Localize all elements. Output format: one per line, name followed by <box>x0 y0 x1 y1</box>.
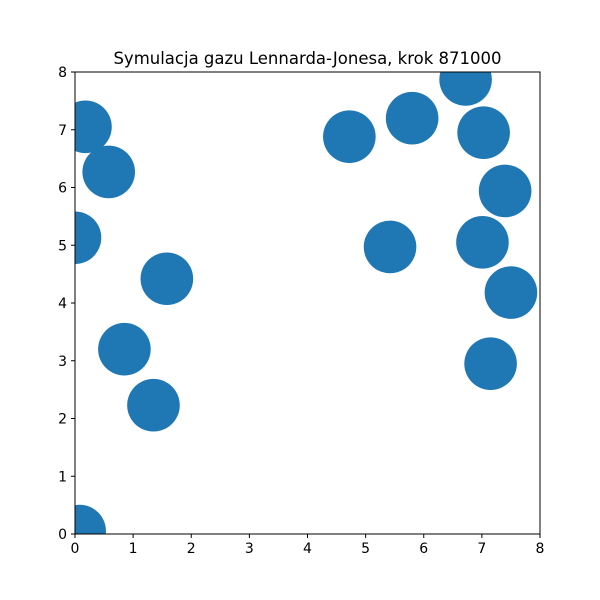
y-tick-label: 1 <box>58 469 67 485</box>
x-tick-label: 4 <box>303 541 312 557</box>
x-tick-label: 6 <box>419 541 428 557</box>
chart-title: Symulacja gazu Lennarda-Jonesa, krok 871… <box>113 49 501 68</box>
y-tick-label: 6 <box>58 181 67 197</box>
particle-point-10 <box>457 106 510 159</box>
particle-point-8 <box>385 91 439 145</box>
y-tick-label: 4 <box>58 296 67 312</box>
particle-point-2 <box>82 145 136 199</box>
particle-point-3 <box>98 322 151 376</box>
y-tick-label: 7 <box>58 123 67 139</box>
y-tick-label: 5 <box>58 238 67 254</box>
particle-point-5 <box>140 252 194 306</box>
x-tick-label: 1 <box>129 541 138 557</box>
x-tick-label: 8 <box>536 541 545 557</box>
y-tick-label: 8 <box>58 65 67 81</box>
y-tick-label: 0 <box>58 527 67 543</box>
plot-frame <box>74 71 541 535</box>
points-layer <box>75 72 538 534</box>
particle-point-0 <box>75 211 102 265</box>
x-tick-label: 5 <box>361 541 370 557</box>
particle-point-7 <box>323 110 376 163</box>
particle-point-4 <box>127 378 180 432</box>
y-tick-label: 2 <box>58 412 67 428</box>
particle-point-12 <box>363 220 417 274</box>
particle-point-6 <box>75 504 106 534</box>
x-tick-label: 0 <box>71 541 80 557</box>
particle-point-13 <box>456 216 509 269</box>
x-tick-label: 3 <box>245 541 254 557</box>
axes-layer: 0 1 2 3 4 5 6 7 8 0 1 2 3 4 5 6 7 8 <box>58 65 544 557</box>
particle-point-11 <box>478 164 532 218</box>
particle-point-14 <box>484 266 538 319</box>
x-tick-label: 2 <box>187 541 196 557</box>
particle-point-15 <box>464 337 517 390</box>
particle-point-1 <box>75 100 112 154</box>
y-tick-label: 3 <box>58 354 67 370</box>
particle-point-9 <box>439 72 492 106</box>
plot-area <box>75 72 540 534</box>
x-tick-label: 7 <box>477 541 486 557</box>
